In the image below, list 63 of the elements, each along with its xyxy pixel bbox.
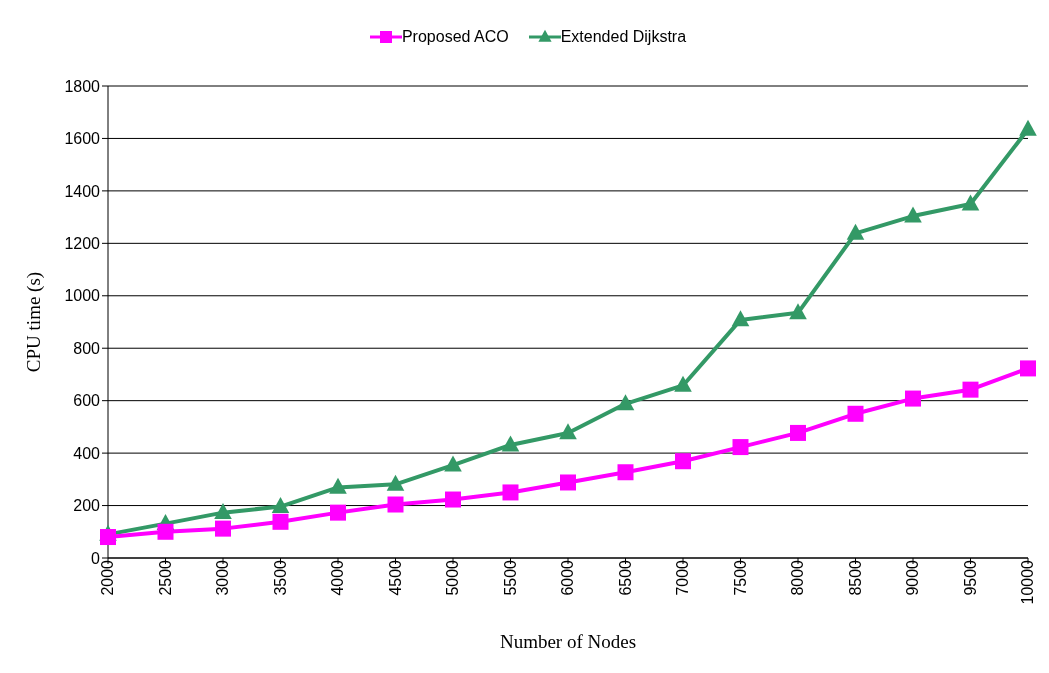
point (961, 194, 980, 211)
x-tick-label: 9000 (904, 559, 922, 596)
y-tick-label: 1800 (64, 77, 101, 95)
point (387, 496, 404, 513)
y-axis-title: CPU time (s) (22, 271, 45, 373)
y-tick-label: 1400 (64, 182, 101, 200)
point (214, 503, 232, 520)
y-tick-label: 200 (73, 497, 101, 515)
point (1019, 119, 1037, 136)
point (501, 435, 520, 452)
y-tick-label: 0 (91, 549, 101, 567)
point (732, 439, 749, 456)
x-tick-label: 10000 (1019, 559, 1037, 605)
x-tick-label: 2000 (99, 559, 117, 596)
point (100, 529, 116, 546)
point (904, 206, 922, 223)
x-tick-label: 7500 (731, 559, 749, 596)
x-tick-label: 5000 (444, 559, 462, 596)
y-tick-label: 600 (73, 392, 101, 410)
legend-label: Extended Dijkstra (560, 28, 687, 46)
x-tick-label: 2500 (156, 559, 174, 596)
point (560, 474, 576, 491)
legend-label: Proposed ACO (401, 28, 509, 46)
point (271, 497, 290, 513)
y-tick-label: 1000 (64, 287, 101, 305)
x-tick-label: 8000 (789, 559, 807, 596)
point (386, 474, 405, 491)
point (559, 423, 577, 440)
x-tick-label: 8500 (846, 559, 864, 596)
point (846, 223, 865, 240)
point (675, 453, 691, 470)
point (674, 375, 692, 392)
point (790, 424, 806, 441)
x-tick-label: 7000 (674, 559, 692, 596)
point (445, 491, 461, 508)
point (847, 405, 864, 422)
point (1020, 360, 1036, 377)
point (215, 520, 231, 537)
point (272, 513, 289, 530)
x-tick-label: 5500 (501, 559, 519, 596)
x-tick-label: 6000 (559, 559, 577, 596)
x-tick-label: 3500 (271, 559, 289, 596)
point (905, 390, 921, 407)
point (329, 477, 347, 494)
point (157, 523, 174, 540)
x-tick-label: 6500 (616, 559, 634, 596)
y-tick-label: 400 (73, 444, 101, 462)
point (444, 455, 462, 472)
x-tick-label: 3000 (214, 559, 232, 596)
y-tick-label: 1600 (64, 130, 101, 148)
point (502, 484, 519, 501)
point (731, 310, 750, 327)
y-tick-label: 800 (73, 339, 101, 357)
point (616, 394, 635, 411)
x-tick-label: 9500 (961, 559, 979, 596)
point (789, 303, 807, 320)
x-tick-label: 4500 (386, 559, 404, 596)
y-tick-label: 1200 (64, 235, 101, 253)
x-axis-title: Number of Nodes (499, 631, 637, 652)
point (330, 504, 346, 521)
x-tick-label: 4000 (329, 559, 347, 596)
point (617, 464, 634, 481)
point (962, 381, 979, 398)
